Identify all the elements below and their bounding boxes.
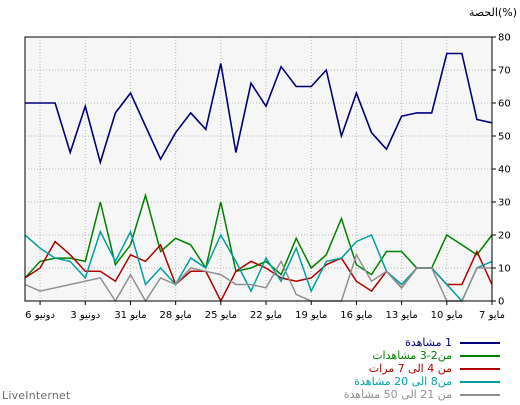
legend-item-1: 1 مشاهدة — [330, 336, 500, 349]
x-tick-label: 10 مايو — [431, 310, 463, 321]
y-tick-label: 70 — [498, 66, 511, 77]
legend-swatch — [460, 355, 500, 357]
y-tick-label: 10 — [498, 264, 511, 275]
legend-label: من2-3 مشاهدات — [372, 349, 452, 362]
legend-label: من 21 الى 50 مشاهدة — [343, 388, 452, 401]
legend-label: 1 مشاهدة — [405, 336, 452, 349]
brand-label: LiveInternet — [2, 389, 71, 402]
x-tick-label: 13 مايو — [385, 310, 417, 321]
y-tick-label: 30 — [498, 198, 511, 209]
y-tick-label: 50 — [498, 132, 511, 143]
y-tick-label: 20 — [498, 231, 511, 242]
x-tick-label: 16 مايو — [340, 310, 372, 321]
series-line-5 — [24, 252, 492, 303]
legend-swatch — [460, 394, 500, 396]
y-axis-label: الحصة(%) — [469, 6, 517, 19]
legend-label: من 4 الى 7 مرات — [368, 362, 452, 375]
legend-item-3: من 4 الى 7 مرات — [330, 362, 500, 375]
x-tick-label: 25 مايو — [205, 310, 237, 321]
legend-swatch — [460, 381, 500, 383]
x-tick-label: 31 مايو — [114, 310, 146, 321]
y-tick-label: 0 — [498, 297, 504, 308]
x-tick-label: 22 مايو — [250, 310, 282, 321]
x-tick-label: 7 مايو — [479, 310, 505, 321]
legend-label: من8 الى 20 مشاهدة — [354, 375, 452, 388]
y-tick-label: 40 — [498, 165, 511, 176]
legend-swatch — [460, 342, 500, 344]
plot-area — [25, 37, 492, 301]
series-lines — [24, 52, 493, 303]
legend-item-5: من 21 الى 50 مشاهدة — [330, 388, 500, 401]
legend-item-4: من8 الى 20 مشاهدة — [330, 375, 500, 388]
y-axis: 0 10 20 30 40 50 60 70 80 — [492, 33, 511, 308]
x-tick-label: 6 دونيو — [25, 310, 55, 321]
legend-item-2: من2-3 مشاهدات — [330, 349, 500, 362]
legend: 1 مشاهدة من2-3 مشاهدات من 4 الى 7 مرات من8 … — [330, 336, 500, 401]
x-tick-label: 3 دونيو — [70, 310, 100, 321]
x-tick-label: 19 مايو — [295, 310, 327, 321]
legend-swatch — [460, 368, 500, 370]
series-line-1 — [25, 52, 493, 166]
y-tick-label: 60 — [498, 99, 511, 110]
y-tick-label: 80 — [498, 33, 511, 44]
x-tick-label: 28 مايو — [160, 310, 192, 321]
x-axis: 7 مايو 10 مايو 13 مايو 16 مايو 19 مايو 22 ماي… — [25, 301, 505, 321]
